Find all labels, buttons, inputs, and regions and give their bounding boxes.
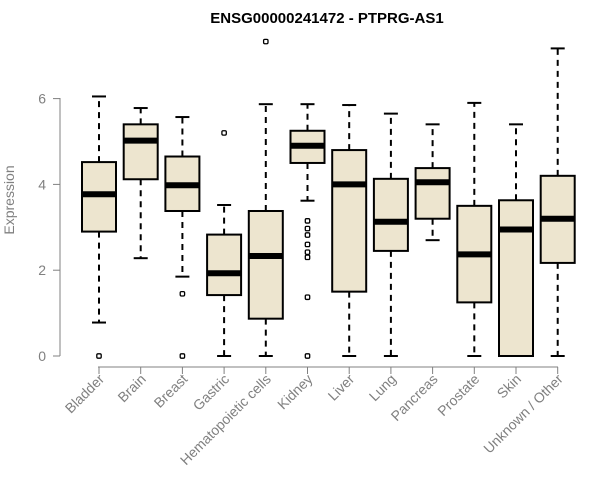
outlier-point bbox=[221, 130, 227, 136]
box-lung bbox=[372, 112, 409, 357]
outlier-point bbox=[304, 232, 311, 238]
box-liver bbox=[331, 104, 368, 357]
iqr-box bbox=[372, 177, 409, 252]
box-brain bbox=[122, 107, 159, 260]
y-tick-label: 4 bbox=[38, 176, 46, 192]
outlier-point bbox=[304, 218, 311, 224]
y-tick-label: 0 bbox=[38, 348, 46, 364]
x-tick-label: Breast bbox=[151, 371, 191, 411]
box-kidney bbox=[289, 103, 326, 359]
box-breast bbox=[164, 116, 201, 359]
y-tick-label: 2 bbox=[38, 262, 46, 278]
y-axis: 0 2 4 6 bbox=[38, 91, 60, 364]
x-tick-label: Skin bbox=[494, 371, 525, 402]
box-gastric bbox=[206, 130, 243, 357]
iqr-box bbox=[247, 209, 284, 320]
outlier-point bbox=[179, 353, 186, 359]
box-unknown-other bbox=[539, 47, 576, 357]
x-tick-label: Liver bbox=[325, 371, 358, 404]
x-tick-label: Prostate bbox=[434, 371, 482, 419]
box-prostate bbox=[456, 101, 493, 357]
box-hematopoietic-cells bbox=[247, 38, 284, 357]
x-tick-label: Brain bbox=[114, 371, 148, 405]
outlier-point bbox=[304, 254, 311, 261]
iqr-box bbox=[331, 149, 368, 293]
iqr-box bbox=[498, 199, 534, 357]
outlier-point bbox=[304, 225, 311, 232]
x-tick-label: Kidney bbox=[274, 371, 316, 413]
y-tick-label: 6 bbox=[38, 91, 46, 107]
outlier-point bbox=[179, 290, 186, 297]
box-bladder bbox=[81, 95, 117, 359]
x-tick-label: Unknown / Other bbox=[480, 371, 566, 457]
outlier-point bbox=[262, 38, 269, 45]
box-skin bbox=[498, 123, 534, 357]
boxes-group bbox=[81, 38, 576, 359]
iqr-box bbox=[122, 123, 159, 181]
x-tick-label: Bladder bbox=[62, 371, 108, 417]
outlier-point bbox=[96, 353, 102, 359]
outlier-point bbox=[304, 294, 311, 301]
outlier-point bbox=[304, 241, 311, 248]
box-pancreas bbox=[414, 123, 451, 242]
iqr-box bbox=[206, 233, 243, 297]
y-axis-label: Expression bbox=[1, 165, 17, 234]
outlier-point bbox=[304, 249, 311, 256]
chart-title: ENSG00000241472 - PTPRG-AS1 bbox=[210, 10, 443, 27]
iqr-box bbox=[414, 167, 451, 220]
x-tick-label: Lung bbox=[366, 371, 399, 404]
outlier-point bbox=[304, 353, 311, 359]
